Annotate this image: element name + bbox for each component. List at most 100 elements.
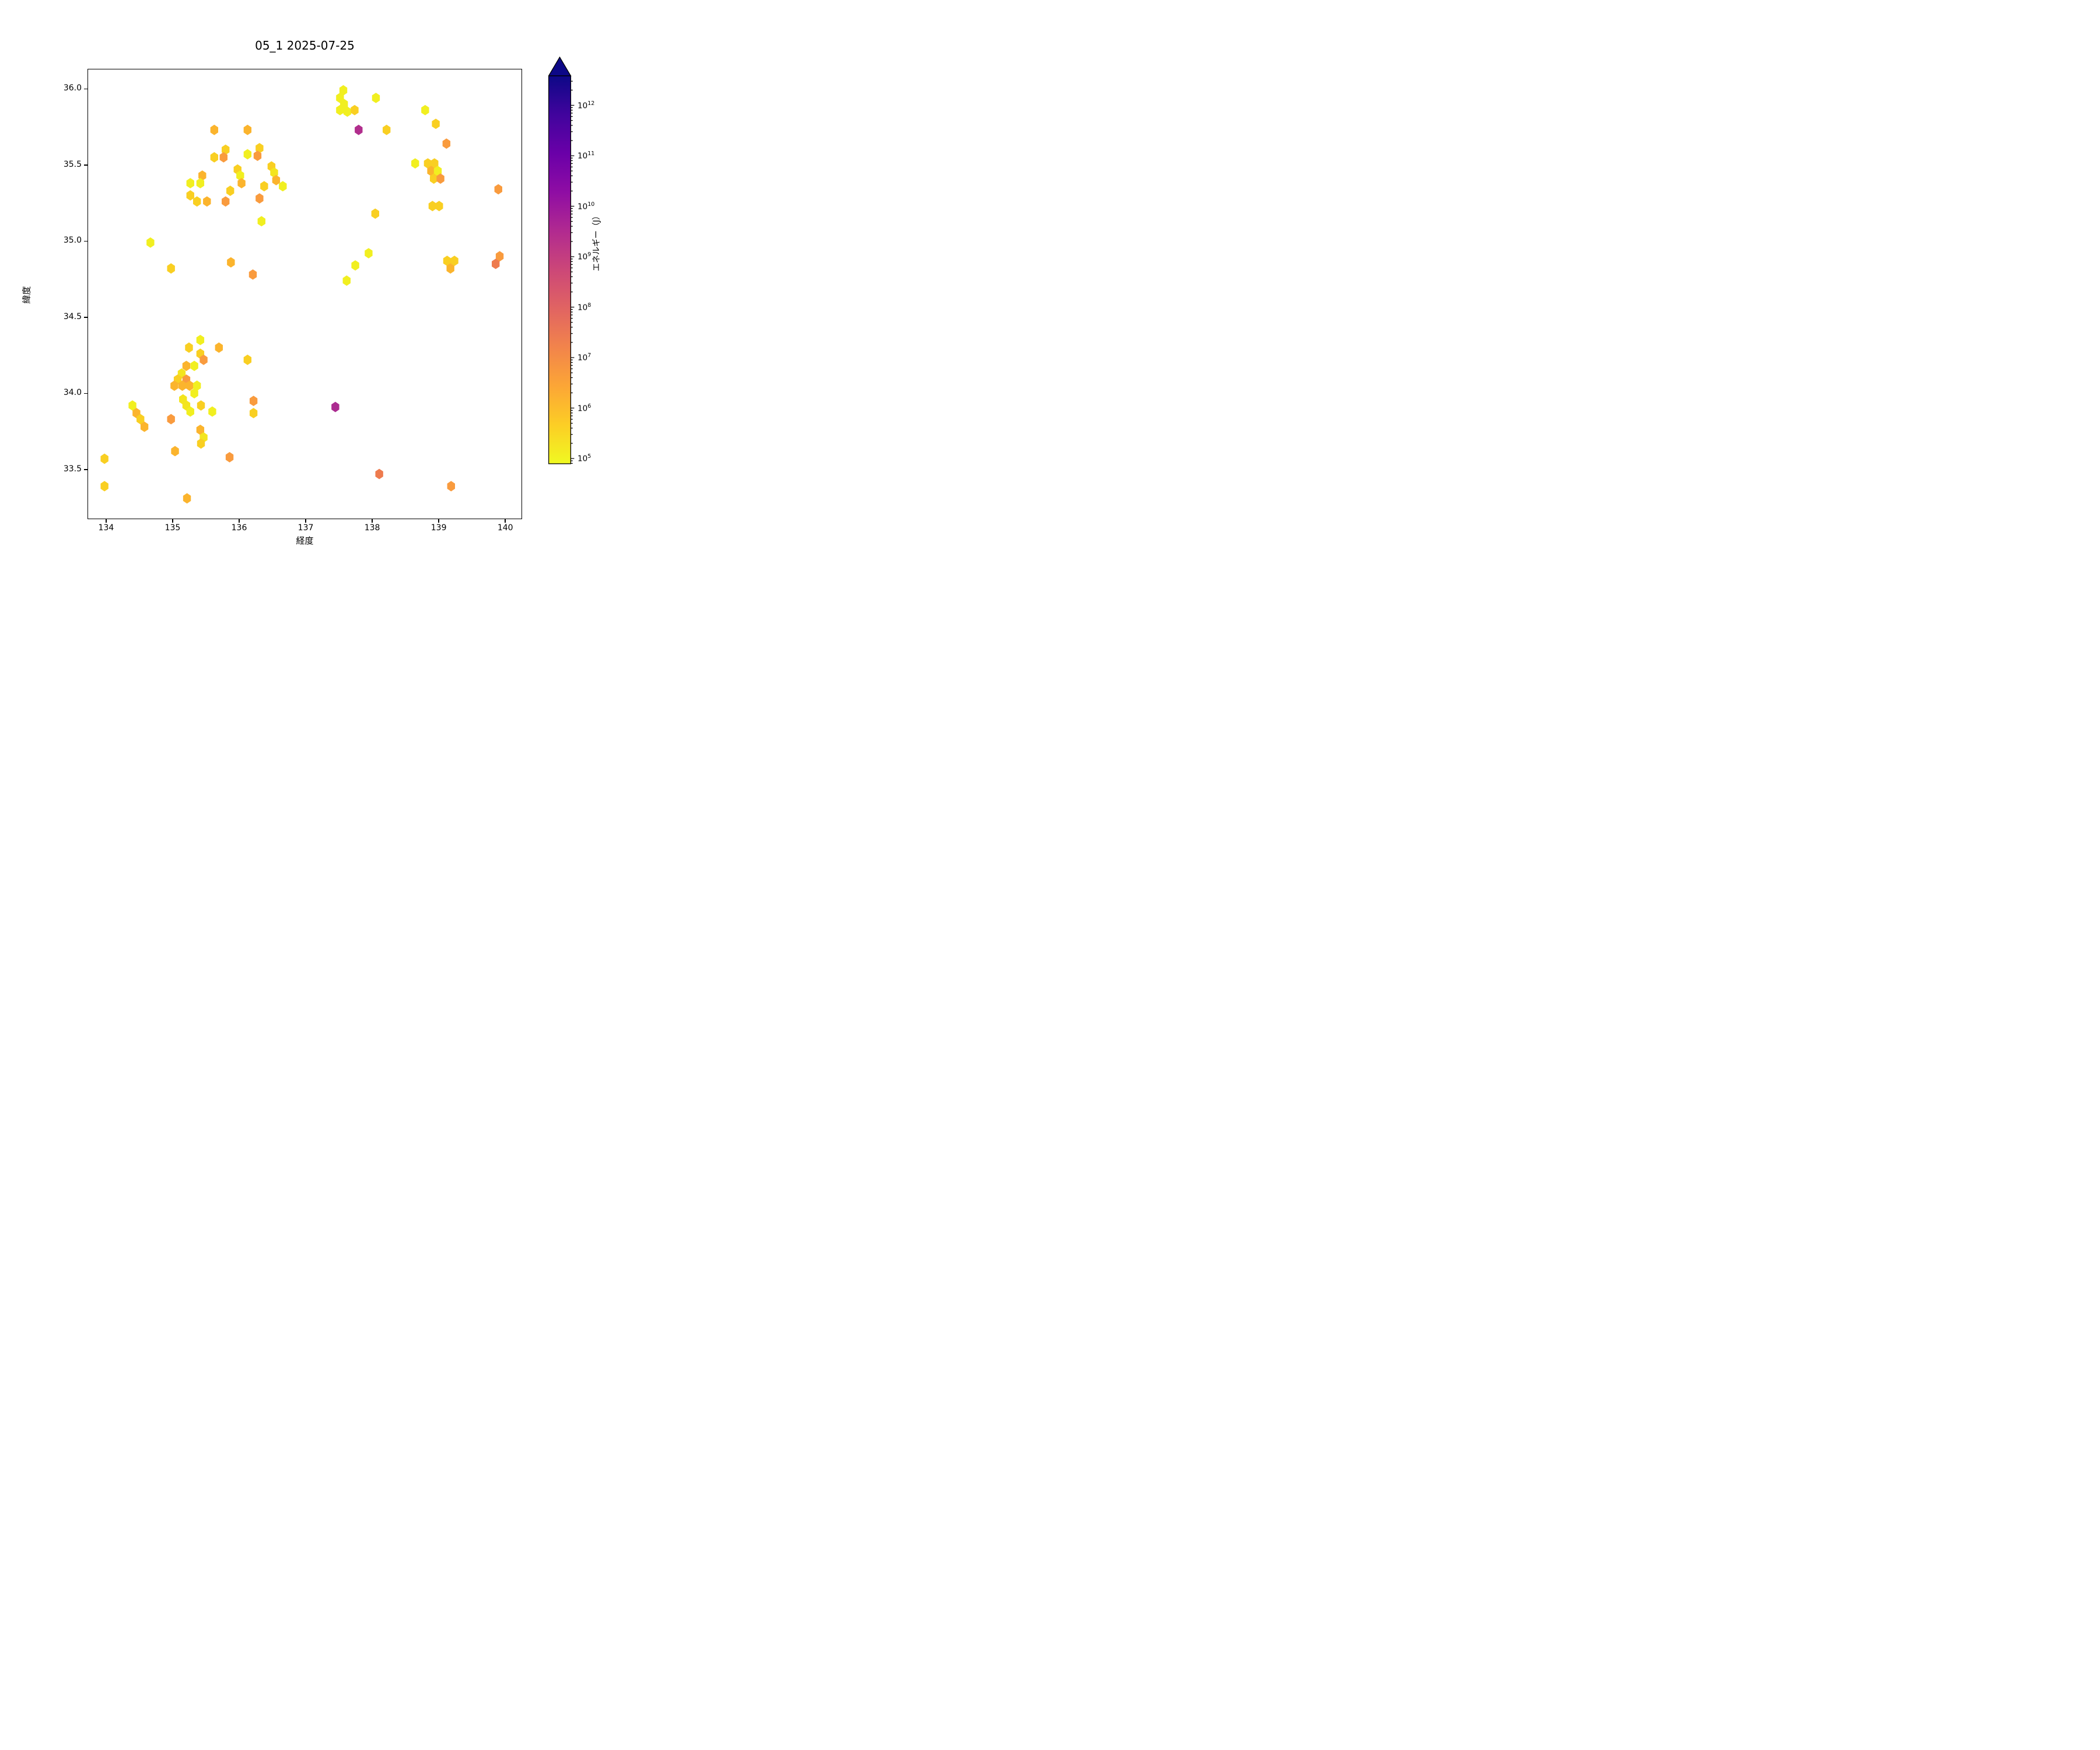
- hexbin-cell: [215, 342, 223, 353]
- hexbin-cell: [190, 388, 198, 398]
- hexbin-cell: [186, 190, 194, 201]
- hexbin-cell: [196, 177, 205, 188]
- hexbin-cell: [372, 92, 380, 103]
- hexbin-cell: [249, 396, 258, 406]
- x-tick-label: 140: [497, 523, 513, 533]
- colorbar-axis-label: エネルギー（J）: [592, 211, 601, 271]
- hexbin-cell: [343, 106, 352, 117]
- hexbin-cell: [432, 118, 440, 129]
- colorbar-tick-label: 109: [578, 251, 592, 262]
- colorbar-gradient: [548, 75, 572, 464]
- hexbin-cell: [183, 493, 191, 503]
- hexbin-cell: [355, 124, 363, 135]
- y-tick-label: 35.5: [63, 159, 82, 169]
- x-tick-label: 137: [298, 523, 314, 533]
- hexbin-cell: [222, 196, 230, 206]
- hexbin-cell: [382, 124, 391, 135]
- hexbin-cell: [203, 196, 211, 206]
- hexbin-cell: [146, 237, 155, 248]
- hexbin-cell: [272, 174, 281, 186]
- x-tick-label: 139: [430, 523, 447, 533]
- hexbin-cell: [436, 173, 444, 184]
- hexbin-cell: [339, 85, 348, 96]
- hexbin-cell: [237, 177, 246, 188]
- x-tick-label: 136: [231, 523, 247, 533]
- hexbin-cell: [279, 181, 287, 191]
- x-tick-mark: [305, 519, 306, 523]
- hexbin-cell: [446, 262, 454, 274]
- figure: 05_1 2025-07-25 134 135 136 137 138 139 140 33…: [0, 0, 700, 583]
- hexbin-cell: [447, 481, 456, 492]
- colorbar-tick-label: 106: [578, 402, 592, 414]
- colorbar-tick-label: 1011: [578, 150, 595, 161]
- hexbin-cell: [185, 342, 193, 353]
- hexbin-cell: [331, 401, 340, 412]
- y-axis-label: 緯度: [21, 286, 32, 304]
- hexbin-cell: [365, 247, 373, 258]
- hexbin-cell: [140, 421, 149, 432]
- hexbin-cell: [411, 158, 419, 169]
- colorbar-tick-label: 108: [578, 302, 592, 313]
- hexbin-cell: [249, 407, 258, 418]
- hexbin-cell: [492, 258, 500, 269]
- hexbin-cell: [253, 150, 262, 161]
- x-axis-label: 経度: [296, 536, 314, 546]
- colorbar-tick-label: 105: [578, 453, 592, 464]
- y-tick-label: 33.5: [63, 464, 82, 474]
- chart-title: 05_1 2025-07-25: [255, 38, 355, 52]
- colorbar-ticks: [570, 80, 575, 464]
- x-tick-label: 134: [98, 523, 114, 533]
- y-tick-mark: [84, 469, 88, 470]
- hexbin-cell: [442, 138, 451, 149]
- hexbin-cell: [260, 181, 268, 191]
- y-tick-mark: [84, 164, 88, 166]
- hexbin-cell: [421, 104, 429, 116]
- y-tick-label: 35.0: [63, 236, 82, 246]
- hexbin-cell: [226, 185, 235, 196]
- y-tick-label: 36.0: [63, 83, 82, 93]
- colorbar-tick-label: 1010: [578, 201, 595, 212]
- hexbin-cell: [208, 406, 216, 417]
- hexbin-cell: [336, 104, 344, 116]
- hexbin-cell: [100, 453, 108, 464]
- hexbin-cell: [100, 481, 108, 492]
- hexbin-cell: [495, 251, 504, 261]
- hexbin-cell: [243, 354, 252, 365]
- hexbin-cell: [443, 255, 452, 266]
- hexbin-cell: [186, 177, 194, 188]
- colorbar-extend-arrow: [548, 56, 572, 76]
- hexbin-cell: [200, 354, 208, 365]
- hexbin-cell: [450, 255, 459, 266]
- hexbin-cell: [427, 165, 435, 176]
- hexbin-cell: [170, 380, 178, 391]
- hexbin-cell: [210, 152, 219, 163]
- hexbin-cell: [182, 360, 191, 371]
- hexbin-cell: [375, 468, 383, 480]
- hexbin-cell: [371, 208, 380, 219]
- hexbin-cell: [197, 400, 205, 411]
- hexbin-cell: [167, 414, 175, 425]
- hexbin-cell: [197, 438, 205, 449]
- colorbar-tick-label: 1012: [578, 100, 595, 111]
- hexbin-cell: [236, 170, 244, 181]
- hexbin-cell: [136, 414, 145, 425]
- hexbin-cell: [186, 380, 194, 391]
- hexbin-cell: [430, 158, 439, 169]
- hexbin-cell: [351, 260, 359, 271]
- y-tick-mark: [84, 240, 88, 242]
- x-tick-mark: [172, 519, 173, 523]
- hexbin-cell: [192, 196, 201, 206]
- hexbin-cell: [428, 200, 437, 211]
- hexbin-cell: [342, 275, 351, 286]
- plot-area: [88, 68, 522, 519]
- y-tick-label: 34.0: [63, 388, 82, 398]
- hexbin-cell: [167, 262, 175, 274]
- hexbin-cell: [433, 165, 442, 176]
- hexbin-cell: [249, 269, 257, 280]
- hexbin-cell: [257, 216, 265, 226]
- hexbin-cell: [435, 200, 443, 211]
- hexbin-cell: [192, 380, 201, 391]
- hexbin-cell: [186, 406, 194, 417]
- hexbin-cell: [210, 124, 219, 135]
- x-tick-label: 138: [364, 523, 380, 533]
